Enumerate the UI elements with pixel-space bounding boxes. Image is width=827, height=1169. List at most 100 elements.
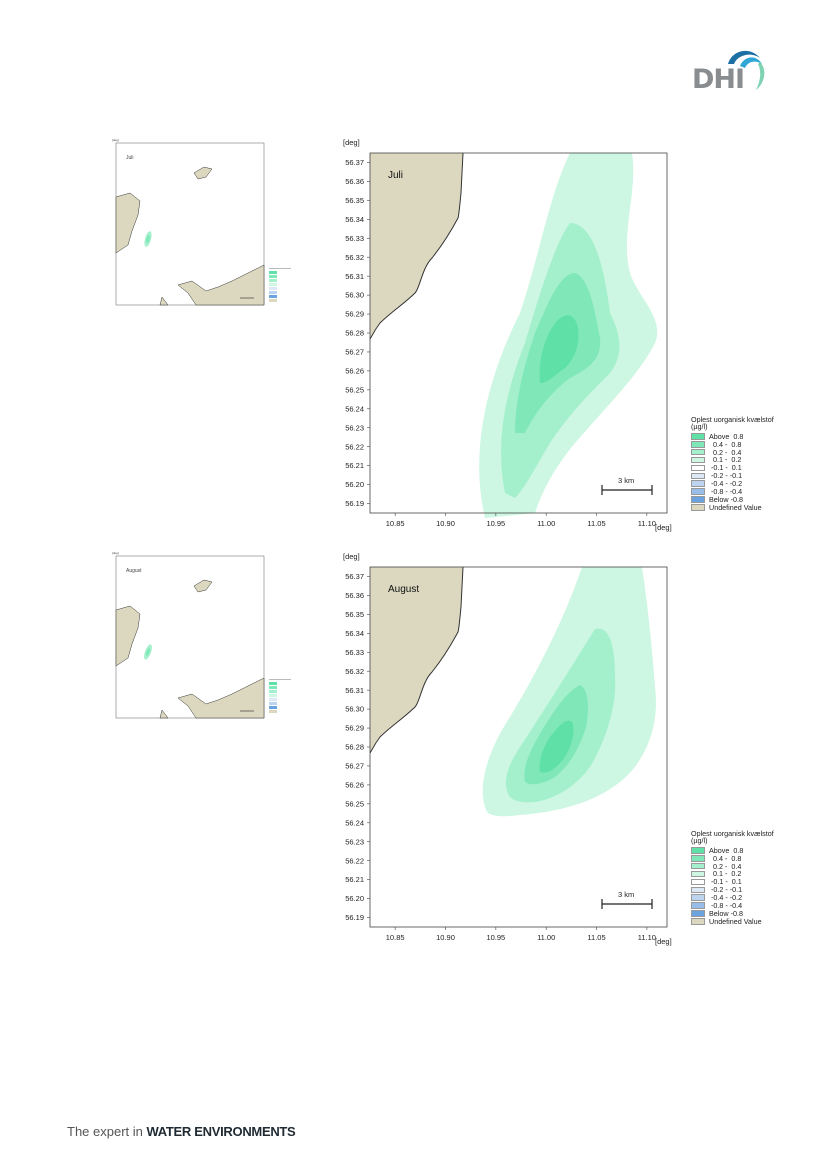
y-tick-label: 56.24 (345, 404, 364, 413)
overview-map-august: [deg] August (112, 551, 265, 719)
legend-label: 0.4 - 0.8 (709, 439, 742, 449)
x-tick-label: 10.90 (436, 519, 455, 528)
legend-item: 0.4 - 0.8 (691, 440, 774, 448)
legend-swatch (691, 456, 705, 464)
y-tick-label: 56.36 (345, 591, 364, 600)
legend-swatch (691, 847, 705, 854)
x-tick-label: 10.90 (436, 933, 455, 942)
legend-swatch (691, 862, 705, 870)
legend-item: -0.1 - 0.1 (691, 464, 774, 472)
x-axis-ticks: 10.85 10.90 10.95 11.00 11.05 11.10 (386, 927, 656, 942)
x-tick-label: 10.85 (386, 933, 405, 942)
legend-item: Above 0.8 (691, 432, 774, 440)
legend-item: -0.8 - -0.4 (691, 488, 774, 496)
x-tick-label: 10.95 (486, 519, 505, 528)
y-tick-label: 56.19 (345, 499, 364, 508)
legend-swatch (691, 433, 705, 440)
y-tick-label: 56.37 (345, 158, 364, 167)
y-tick-label: 56.25 (345, 799, 364, 808)
y-tick-label: 56.26 (345, 366, 364, 375)
legend-swatch (691, 870, 705, 878)
legend-label: -0.4 - -0.2 (709, 893, 743, 903)
legend-swatch (691, 488, 705, 495)
legend-item: 0.1 - 0.2 (691, 870, 774, 878)
legend-juli: Oplest uorganisk kvælstof (µg/l) Above 0… (691, 416, 774, 511)
legend-label: 0.1 - 0.2 (709, 869, 742, 879)
legend-unit: (µg/l) (691, 836, 708, 846)
x-unit-label: [deg] (655, 937, 672, 946)
y-tick-label: 56.19 (345, 913, 364, 922)
legend-item: 0.4 - 0.8 (691, 854, 774, 862)
y-tick-label: 56.36 (345, 177, 364, 186)
legend-label: Undefined Value (709, 916, 762, 926)
legend-title: Oplest uorganisk kvælstof (691, 829, 774, 838)
legend-item: 0.2 - 0.4 (691, 448, 774, 456)
svg-text:[deg]: [deg] (112, 138, 119, 142)
y-tick-label: 56.35 (345, 196, 364, 205)
svg-text:August: August (126, 568, 142, 574)
y-tick-label: 56.33 (345, 234, 364, 243)
legend-item: 0.2 - 0.4 (691, 862, 774, 870)
legend-swatch (691, 878, 705, 886)
y-tick-label: 56.30 (345, 705, 364, 714)
legend-august: Oplest uorganisk kvælstof (µg/l) Above 0… (691, 830, 774, 925)
legend-item: Undefined Value (691, 917, 774, 925)
legend-item: -0.2 - -0.1 (691, 472, 774, 480)
legend-label: Above 0.8 (709, 431, 744, 441)
svg-text:Juli: Juli (126, 155, 134, 161)
y-tick-label: 56.31 (345, 272, 364, 281)
x-axis-ticks: 10.85 10.90 10.95 11.00 11.05 11.10 (386, 513, 656, 528)
legend-item: Below -0.8 (691, 910, 774, 918)
legend-swatch (691, 472, 705, 480)
legend-label: -0.8 - -0.4 (709, 900, 743, 910)
legend-swatch (691, 464, 705, 472)
y-axis-ticks: 56.37 56.36 56.35 56.34 56.33 56.32 56.31 56.30… (345, 158, 370, 508)
scale-bar-label: 3 km (618, 476, 634, 485)
tagline-prefix: The expert in (67, 1124, 143, 1139)
legend-unit: (µg/l) (691, 422, 708, 432)
scale-bar-label: 3 km (618, 890, 634, 899)
footer-tagline: The expert in WATER ENVIRONMENTS (67, 1124, 296, 1139)
x-tick-label: 11.05 (587, 933, 605, 942)
logo-text: DHI (692, 64, 745, 95)
legend-item: -0.2 - -0.1 (691, 886, 774, 894)
y-tick-label: 56.22 (345, 442, 364, 451)
legend-label: Below -0.8 (709, 494, 743, 504)
legend-item: Above 0.8 (691, 846, 774, 854)
y-tick-label: 56.24 (345, 818, 364, 827)
y-tick-label: 56.33 (345, 648, 364, 657)
legend-label: 0.2 - 0.4 (709, 861, 742, 871)
legend-label: Undefined Value (709, 502, 762, 512)
legend-label: -0.2 - -0.1 (709, 885, 743, 895)
y-tick-label: 56.31 (345, 686, 364, 695)
y-axis-ticks: 56.37 56.36 56.35 56.34 56.33 56.32 56.31 56.30… (345, 572, 370, 922)
y-tick-label: 56.32 (345, 667, 364, 676)
y-tick-label: 56.26 (345, 780, 364, 789)
tagline-bold: WATER ENVIRONMENTS (146, 1124, 296, 1139)
overview-legend-juli (269, 262, 291, 308)
y-tick-label: 56.25 (345, 385, 364, 394)
y-tick-label: 56.29 (345, 724, 364, 733)
x-tick-label: 11.00 (537, 519, 555, 528)
y-tick-label: 56.23 (345, 423, 364, 432)
overview-legend-august (269, 673, 291, 719)
legend-label: -0.2 - -0.1 (709, 471, 743, 481)
legend-swatch (691, 902, 705, 909)
x-tick-label: 11.10 (638, 933, 656, 942)
legend-swatch (691, 918, 705, 925)
y-tick-label: 56.28 (345, 329, 364, 338)
legend-swatch (691, 480, 705, 487)
legend-label: Below -0.8 (709, 908, 743, 918)
legend-label: 0.1 - 0.2 (709, 455, 742, 465)
y-tick-label: 56.29 (345, 310, 364, 319)
legend-swatch (691, 448, 705, 456)
legend-label: Above 0.8 (709, 845, 744, 855)
legend-swatch (691, 894, 705, 901)
y-tick-label: 56.30 (345, 291, 364, 300)
x-unit-label: [deg] (655, 523, 672, 532)
x-tick-label: 11.10 (638, 519, 656, 528)
y-tick-label: 56.21 (345, 875, 364, 884)
legend-item: 0.1 - 0.2 (691, 456, 774, 464)
legend-item: -0.1 - 0.1 (691, 878, 774, 886)
month-label: August (388, 584, 419, 595)
